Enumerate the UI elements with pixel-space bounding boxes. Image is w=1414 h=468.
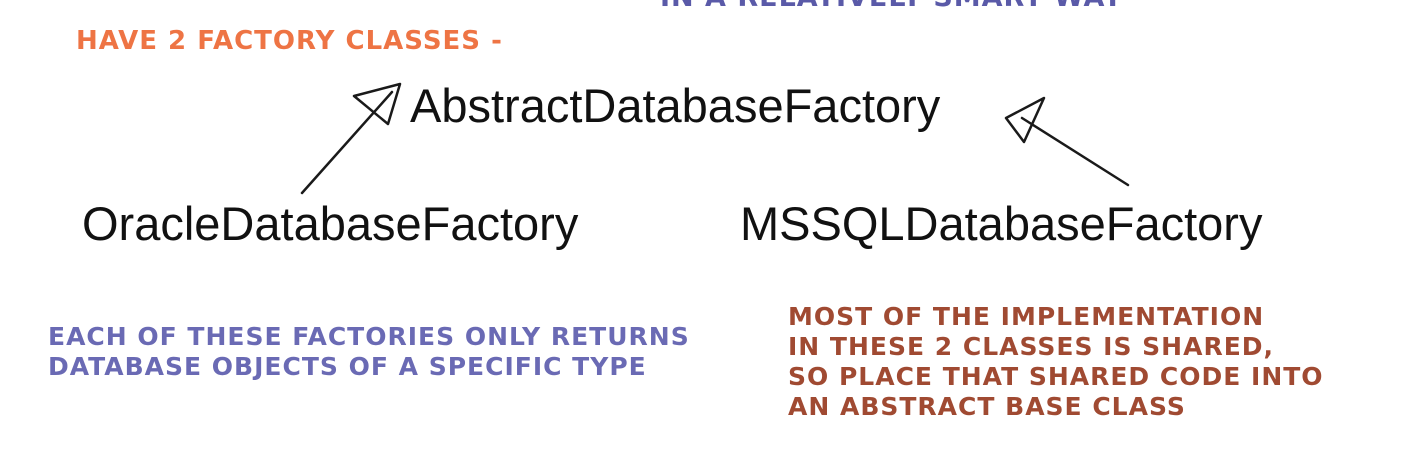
note-line: IN THESE 2 CLASSES IS SHARED, [788, 332, 1275, 361]
factory-return-note: EACH OF THESE FACTORIES ONLY RETURNS DAT… [48, 322, 690, 382]
mssql-inheritance-line [1020, 116, 1130, 187]
cut-off-caption: IN A RELATIVELY SMART WAY [660, 0, 1123, 14]
note-line: MOST OF THE IMPLEMENTATION [788, 302, 1265, 331]
note-line: SO PLACE THAT SHARED CODE INTO [788, 362, 1324, 391]
note-line: EACH OF THESE FACTORIES ONLY RETURNS [48, 322, 690, 351]
note-line: DATABASE OBJECTS OF A SPECIFIC TYPE [48, 352, 647, 381]
oracle-inheritance-line [300, 90, 394, 195]
oracle-factory-class: OracleDatabaseFactory [82, 197, 579, 250]
shared-implementation-note: MOST OF THE IMPLEMENTATION IN THESE 2 CL… [788, 302, 1324, 422]
note-line: AN ABSTRACT BASE CLASS [788, 392, 1186, 421]
heading-note: HAVE 2 FACTORY CLASSES - [76, 26, 503, 56]
mssql-inheritance-arrowhead [1004, 96, 1046, 144]
oracle-inheritance-arrowhead [352, 82, 402, 126]
abstract-factory-class: AbstractDatabaseFactory [410, 79, 941, 132]
mssql-factory-class: MSSQLDatabaseFactory [740, 197, 1263, 250]
